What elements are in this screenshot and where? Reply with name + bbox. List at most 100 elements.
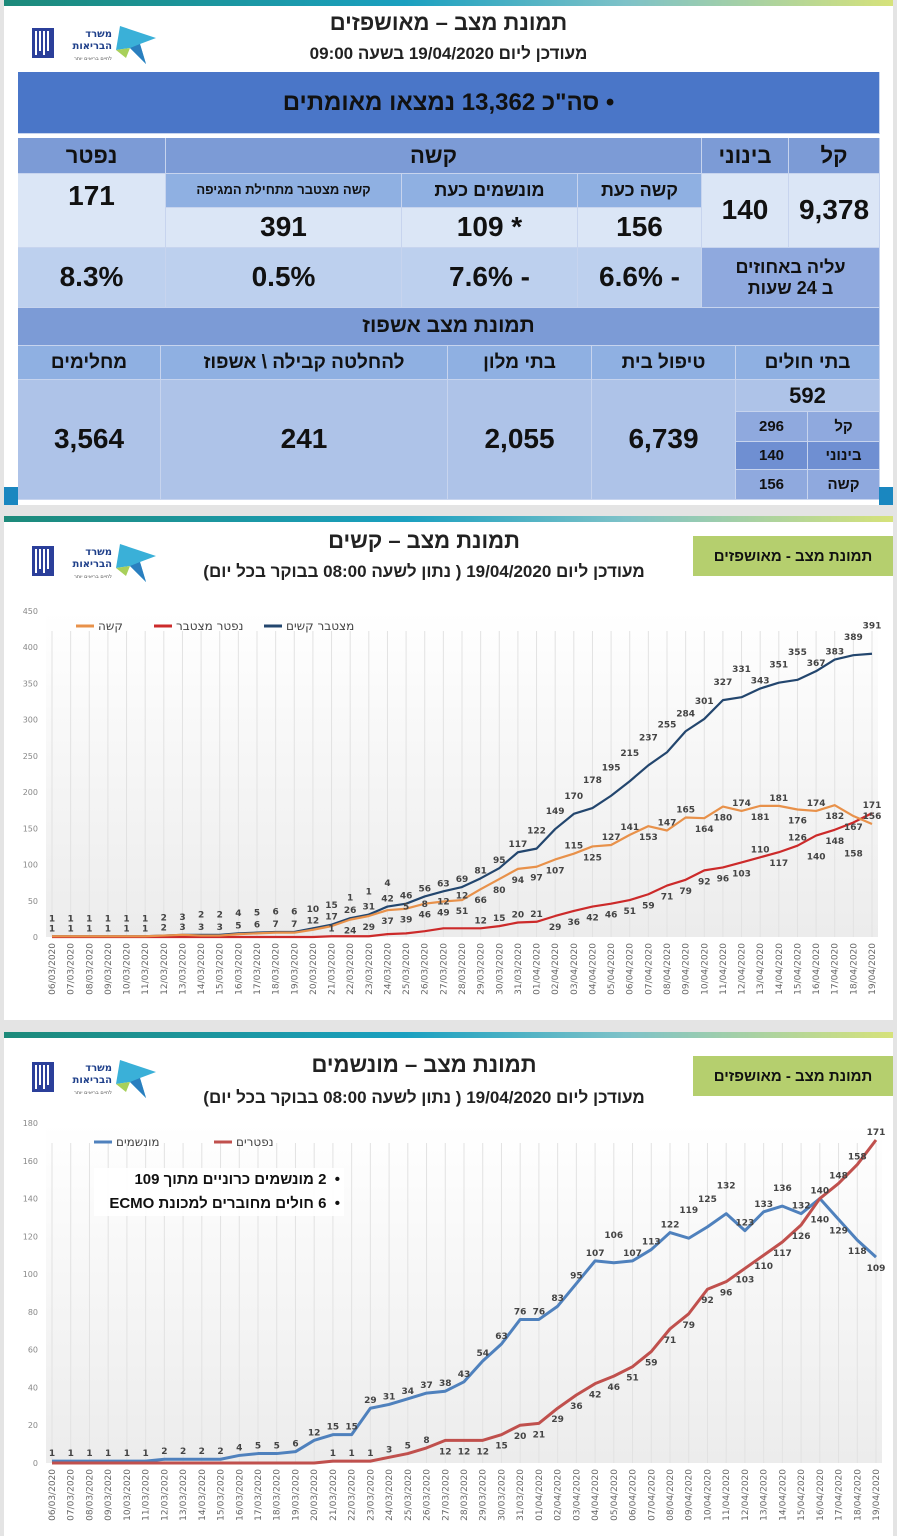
ministry-name-1: משרד bbox=[85, 1063, 112, 1074]
data-label: 6 bbox=[254, 921, 260, 931]
header-moderate: בינוני bbox=[702, 138, 789, 174]
header-severe: קשה bbox=[166, 138, 702, 174]
x-tick-label: 05/04/2020 bbox=[610, 1469, 620, 1521]
data-label: 34 bbox=[402, 1387, 415, 1397]
x-tick-label: 08/03/2020 bbox=[85, 943, 95, 995]
data-label: 6 bbox=[273, 908, 279, 918]
legend-label: מצטבר קשים bbox=[286, 619, 354, 633]
gradient-bar bbox=[4, 0, 893, 6]
x-tick-label: 03/04/2020 bbox=[572, 1469, 582, 1521]
data-label: 42 bbox=[381, 895, 394, 905]
value-hospitals: 592 bbox=[736, 380, 880, 412]
x-tick-label: 31/03/2020 bbox=[514, 943, 524, 995]
data-label: 46 bbox=[418, 911, 431, 921]
page-title: תמונת מצב – מאושפזים bbox=[329, 10, 568, 35]
x-tick-label: 15/03/2020 bbox=[217, 1469, 227, 1521]
x-tick-label: 18/03/2020 bbox=[273, 1469, 283, 1521]
data-label: 97 bbox=[530, 874, 543, 884]
data-label: 110 bbox=[754, 1262, 773, 1272]
data-label: 36 bbox=[568, 918, 581, 928]
chart-subtitle: מעודכן ליום 19/04/2020 ( נתון לשעה 08:00… bbox=[203, 1088, 645, 1107]
x-tick-label: 10/03/2020 bbox=[123, 943, 133, 995]
x-tick-label: 23/03/2020 bbox=[365, 943, 375, 995]
data-label: 5 bbox=[235, 921, 241, 931]
data-label: 1 bbox=[366, 887, 372, 897]
y-tick-label: 450 bbox=[23, 607, 38, 616]
data-label: 12 bbox=[456, 891, 469, 901]
data-label: 237 bbox=[639, 733, 658, 743]
data-label: 1 bbox=[86, 924, 92, 934]
data-label: 1 bbox=[105, 1449, 111, 1459]
data-label: 71 bbox=[661, 893, 674, 903]
x-tick-label: 09/04/2020 bbox=[685, 1469, 695, 1521]
x-tick-label: 06/04/2020 bbox=[629, 1469, 639, 1521]
data-label: 3 bbox=[217, 923, 223, 933]
data-label: 103 bbox=[732, 869, 751, 879]
data-label: 1 bbox=[123, 924, 129, 934]
data-label: 180 bbox=[714, 814, 733, 824]
ministry-of-health-star-icon bbox=[116, 544, 156, 582]
data-label: 176 bbox=[788, 816, 807, 826]
y-tick-label: 20 bbox=[28, 1421, 38, 1430]
data-label: 39 bbox=[400, 916, 413, 926]
data-label: 51 bbox=[623, 907, 636, 917]
data-label: 141 bbox=[620, 823, 639, 833]
data-label: 331 bbox=[732, 665, 751, 675]
data-label: 51 bbox=[456, 907, 469, 917]
data-label: 129 bbox=[829, 1226, 848, 1236]
y-tick-label: 80 bbox=[28, 1308, 38, 1317]
data-label: 36 bbox=[570, 1402, 583, 1412]
data-label: 181 bbox=[769, 794, 788, 804]
y-tick-label: 180 bbox=[23, 1119, 38, 1128]
data-label: 215 bbox=[620, 749, 639, 759]
data-label: 12 bbox=[439, 1447, 452, 1457]
y-tick-label: 60 bbox=[28, 1346, 38, 1355]
data-label: 147 bbox=[658, 819, 677, 829]
header-hospitals: בתי חולים bbox=[736, 346, 880, 380]
data-label: 15 bbox=[495, 1442, 508, 1452]
note-item: • 2 מונשמים כרוניים מתוך 109 bbox=[134, 1171, 340, 1188]
x-tick-label: 30/03/2020 bbox=[497, 1469, 507, 1521]
data-label: 165 bbox=[676, 805, 695, 815]
data-label: 167 bbox=[844, 823, 863, 833]
data-label: 6 bbox=[291, 908, 297, 918]
data-label: 46 bbox=[400, 892, 413, 902]
x-tick-label: 25/03/2020 bbox=[404, 1469, 414, 1521]
data-label: 5 bbox=[403, 902, 409, 912]
x-tick-label: 01/04/2020 bbox=[535, 1469, 545, 1521]
gradient-bar bbox=[4, 516, 893, 522]
data-label: 156 bbox=[863, 812, 882, 822]
x-tick-label: 12/04/2020 bbox=[741, 1469, 751, 1521]
data-label: 1 bbox=[142, 914, 148, 924]
x-tick-label: 19/04/2020 bbox=[868, 943, 878, 995]
subheader-ventilated-now: מונשמים כעת bbox=[402, 174, 578, 208]
data-label: 140 bbox=[810, 1187, 829, 1197]
data-label: 133 bbox=[754, 1200, 773, 1210]
data-label: 103 bbox=[736, 1275, 755, 1285]
x-tick-label: 24/03/2020 bbox=[385, 1469, 395, 1521]
change-severe-cumulative: 0.5% bbox=[166, 248, 402, 308]
y-tick-label: 120 bbox=[23, 1232, 38, 1241]
data-label: 24 bbox=[344, 927, 357, 937]
x-tick-label: 19/03/2020 bbox=[291, 1469, 301, 1521]
data-label: 12 bbox=[458, 1447, 471, 1457]
data-label: 3 bbox=[386, 1445, 392, 1455]
data-label: 158 bbox=[844, 850, 863, 860]
x-tick-label: 25/03/2020 bbox=[402, 943, 412, 995]
data-label: 174 bbox=[807, 799, 826, 809]
data-label: 12 bbox=[308, 1428, 321, 1438]
data-label: 69 bbox=[456, 875, 469, 885]
data-label: 94 bbox=[512, 876, 525, 886]
data-label: 1 bbox=[49, 924, 55, 934]
series-line bbox=[52, 1139, 878, 1465]
data-label: 37 bbox=[420, 1381, 433, 1391]
data-label: 3 bbox=[179, 923, 185, 933]
y-tick-label: 200 bbox=[23, 788, 38, 797]
data-label: 2 bbox=[161, 1447, 167, 1457]
data-label: 37 bbox=[381, 917, 394, 927]
data-label: 113 bbox=[642, 1238, 661, 1248]
data-label: 2 bbox=[180, 1447, 186, 1457]
y-tick-label: 250 bbox=[23, 752, 38, 761]
x-tick-label: 15/03/2020 bbox=[216, 943, 226, 995]
ministry-of-health-star-icon bbox=[116, 1060, 156, 1098]
